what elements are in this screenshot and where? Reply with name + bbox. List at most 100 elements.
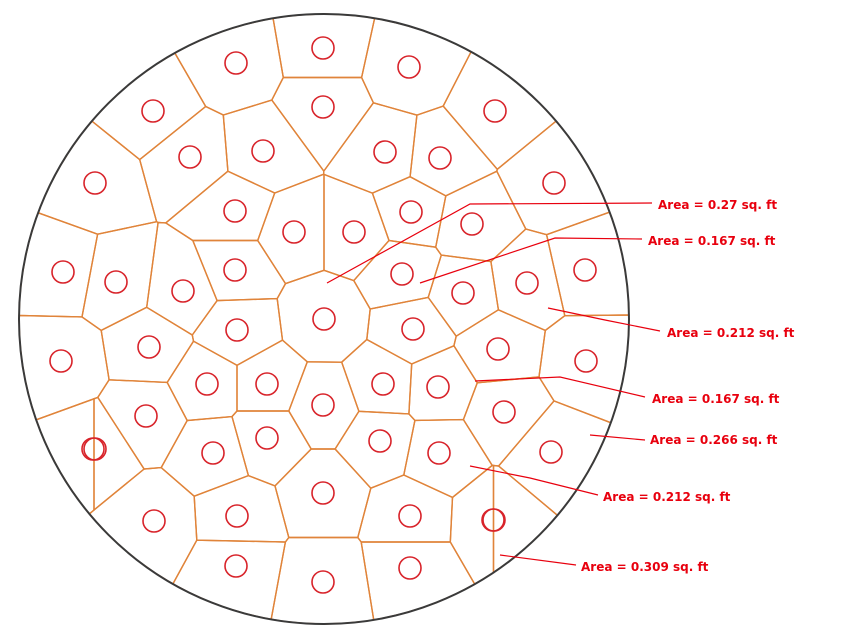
tributary-cell bbox=[334, 410, 416, 490]
leader-line bbox=[589, 434, 646, 441]
tributary-cell bbox=[366, 296, 457, 365]
rebar-circle bbox=[426, 375, 450, 399]
tributary-cell bbox=[18, 211, 99, 318]
tributary-cell bbox=[164, 170, 276, 242]
rebar-circle bbox=[515, 271, 539, 295]
tributary-cell bbox=[81, 220, 159, 332]
rebar-circle bbox=[311, 570, 335, 594]
rebar-circle bbox=[427, 441, 451, 465]
tributary-cell bbox=[352, 239, 443, 310]
rebar-circle bbox=[255, 426, 279, 450]
tributary-cell bbox=[272, 13, 376, 79]
tributary-cell bbox=[138, 105, 229, 224]
tributary-cell bbox=[193, 474, 290, 543]
tributary-cell bbox=[490, 228, 566, 332]
rebar-circle bbox=[311, 36, 335, 60]
tributary-cell bbox=[357, 474, 454, 543]
leader-line bbox=[469, 465, 599, 496]
rebar-circle bbox=[104, 270, 128, 294]
rebar-circle bbox=[225, 318, 249, 342]
rebar-circle bbox=[460, 212, 484, 236]
tributary-cell bbox=[18, 314, 110, 421]
rebar-circle bbox=[51, 260, 75, 284]
tributary-cell bbox=[371, 175, 447, 248]
rebar-circle bbox=[451, 281, 475, 305]
leader-lines bbox=[326, 202, 661, 566]
tributary-cell bbox=[409, 105, 499, 197]
rebar-circle bbox=[486, 337, 510, 361]
rebar-circle bbox=[178, 145, 202, 169]
rebar-circle bbox=[141, 99, 165, 123]
leader-line bbox=[326, 202, 653, 284]
area-labels: Area = 0.27 sq. ft Area = 0.167 sq. ft A… bbox=[581, 198, 795, 574]
rebar-circle bbox=[134, 404, 158, 428]
rebar-circle bbox=[311, 481, 335, 505]
leader-line bbox=[474, 376, 646, 398]
tributary-cell bbox=[492, 464, 559, 574]
rebar-circle bbox=[390, 262, 414, 286]
rebar-circle bbox=[399, 200, 423, 224]
rebar-circle bbox=[223, 258, 247, 282]
tributary-cell bbox=[288, 361, 360, 450]
area-label-0-212-lower: Area = 0.212 sq. ft bbox=[603, 490, 731, 504]
rebar-circle bbox=[398, 504, 422, 528]
rebar-circle bbox=[81, 437, 105, 461]
tributary-cell bbox=[340, 338, 413, 415]
column-boundary-circle bbox=[18, 13, 630, 625]
rebar-circle bbox=[83, 437, 107, 461]
tributary-cell bbox=[37, 120, 158, 235]
tributary-cell bbox=[173, 17, 285, 116]
tributary-cell bbox=[545, 211, 630, 317]
rebar-circle bbox=[428, 146, 452, 170]
area-label-0-309: Area = 0.309 sq. ft bbox=[581, 560, 709, 574]
rebar-circle bbox=[483, 99, 507, 123]
tributary-cell bbox=[236, 339, 309, 412]
rebar-circle bbox=[142, 509, 166, 533]
area-label-0-212-upper: Area = 0.212 sq. ft bbox=[667, 326, 795, 340]
rebar-circle bbox=[224, 554, 248, 578]
rebar-circle bbox=[312, 307, 336, 331]
tributary-cell bbox=[270, 536, 375, 625]
leader-line bbox=[419, 237, 643, 284]
rebar-circle bbox=[574, 349, 598, 373]
area-label-0-266: Area = 0.266 sq. ft bbox=[650, 433, 778, 447]
rebar-circle bbox=[398, 556, 422, 580]
rebar-circle bbox=[311, 95, 335, 119]
tributary-cell bbox=[100, 306, 195, 384]
rebar-circle bbox=[482, 508, 506, 532]
rebar-circle bbox=[492, 400, 516, 424]
rebar-circle bbox=[371, 372, 395, 396]
tributary-cell bbox=[145, 221, 218, 336]
rebar-circle bbox=[539, 440, 563, 464]
tributary-cell bbox=[93, 396, 146, 512]
rebar-circle bbox=[171, 279, 195, 303]
tributary-cell bbox=[256, 173, 325, 285]
tributary-cell bbox=[497, 400, 612, 517]
tributary-cell bbox=[323, 173, 390, 282]
leader-line bbox=[547, 307, 661, 332]
area-label-0-167-upper: Area = 0.167 sq. ft bbox=[648, 234, 776, 248]
tributary-cell-edges bbox=[18, 13, 630, 625]
area-label-0-27: Area = 0.27 sq. ft bbox=[658, 198, 777, 212]
rebar-circle bbox=[137, 335, 161, 359]
rebar-circle bbox=[401, 317, 425, 341]
rebar-circle bbox=[225, 504, 249, 528]
rebar-circle bbox=[83, 171, 107, 195]
tributary-cell bbox=[427, 254, 500, 338]
rebar-circle bbox=[373, 140, 397, 164]
rebar-circle bbox=[195, 372, 219, 396]
rebar-circles bbox=[49, 36, 598, 594]
tributary-cell bbox=[360, 17, 472, 116]
rebar-circle bbox=[223, 199, 247, 223]
tributary-cell bbox=[191, 239, 287, 302]
tributary-cell bbox=[449, 464, 495, 586]
rebar-circle bbox=[311, 393, 335, 417]
rebar-circle bbox=[251, 139, 275, 163]
leader-line bbox=[499, 554, 577, 566]
rebar-circle bbox=[255, 372, 279, 396]
rebar-circle bbox=[397, 55, 421, 79]
rebar-circle bbox=[282, 220, 306, 244]
tributary-cell bbox=[274, 448, 372, 539]
